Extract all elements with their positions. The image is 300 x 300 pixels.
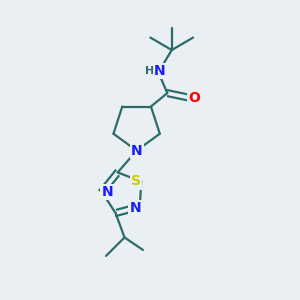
Text: N: N	[154, 64, 166, 78]
Text: O: O	[188, 91, 200, 105]
Text: N: N	[101, 185, 113, 199]
Text: N: N	[131, 144, 142, 158]
Text: H: H	[145, 66, 154, 76]
Text: N: N	[130, 201, 141, 215]
Text: S: S	[131, 174, 141, 188]
